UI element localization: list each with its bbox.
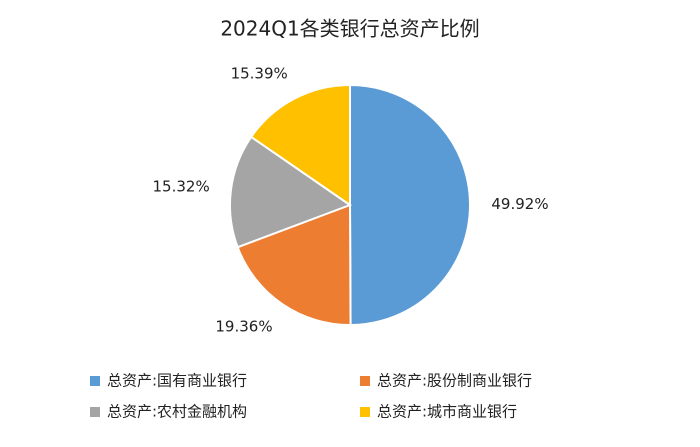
legend-swatch	[90, 407, 100, 417]
pie-slice	[236, 203, 352, 326]
legend-label: 总资产:国有商业银行	[107, 372, 247, 390]
data-label: 15.39%	[231, 64, 288, 82]
data-label: 49.92%	[491, 195, 548, 213]
legend-swatch	[360, 407, 370, 417]
data-label: 19.36%	[215, 317, 272, 335]
legend-label: 总资产:城市商业银行	[377, 403, 517, 421]
legend-swatch	[90, 376, 100, 386]
pie-slice	[349, 83, 472, 327]
pie-slice	[249, 83, 351, 207]
data-label: 15.32%	[153, 177, 210, 195]
chart-title: 2024Q1各类银行总资产比例	[220, 17, 479, 41]
legend-label: 总资产:股份制商业银行	[377, 372, 532, 390]
legend-swatch	[360, 376, 370, 386]
pie-slice	[229, 135, 353, 249]
legend-label: 总资产:农村金融机构	[107, 403, 247, 421]
